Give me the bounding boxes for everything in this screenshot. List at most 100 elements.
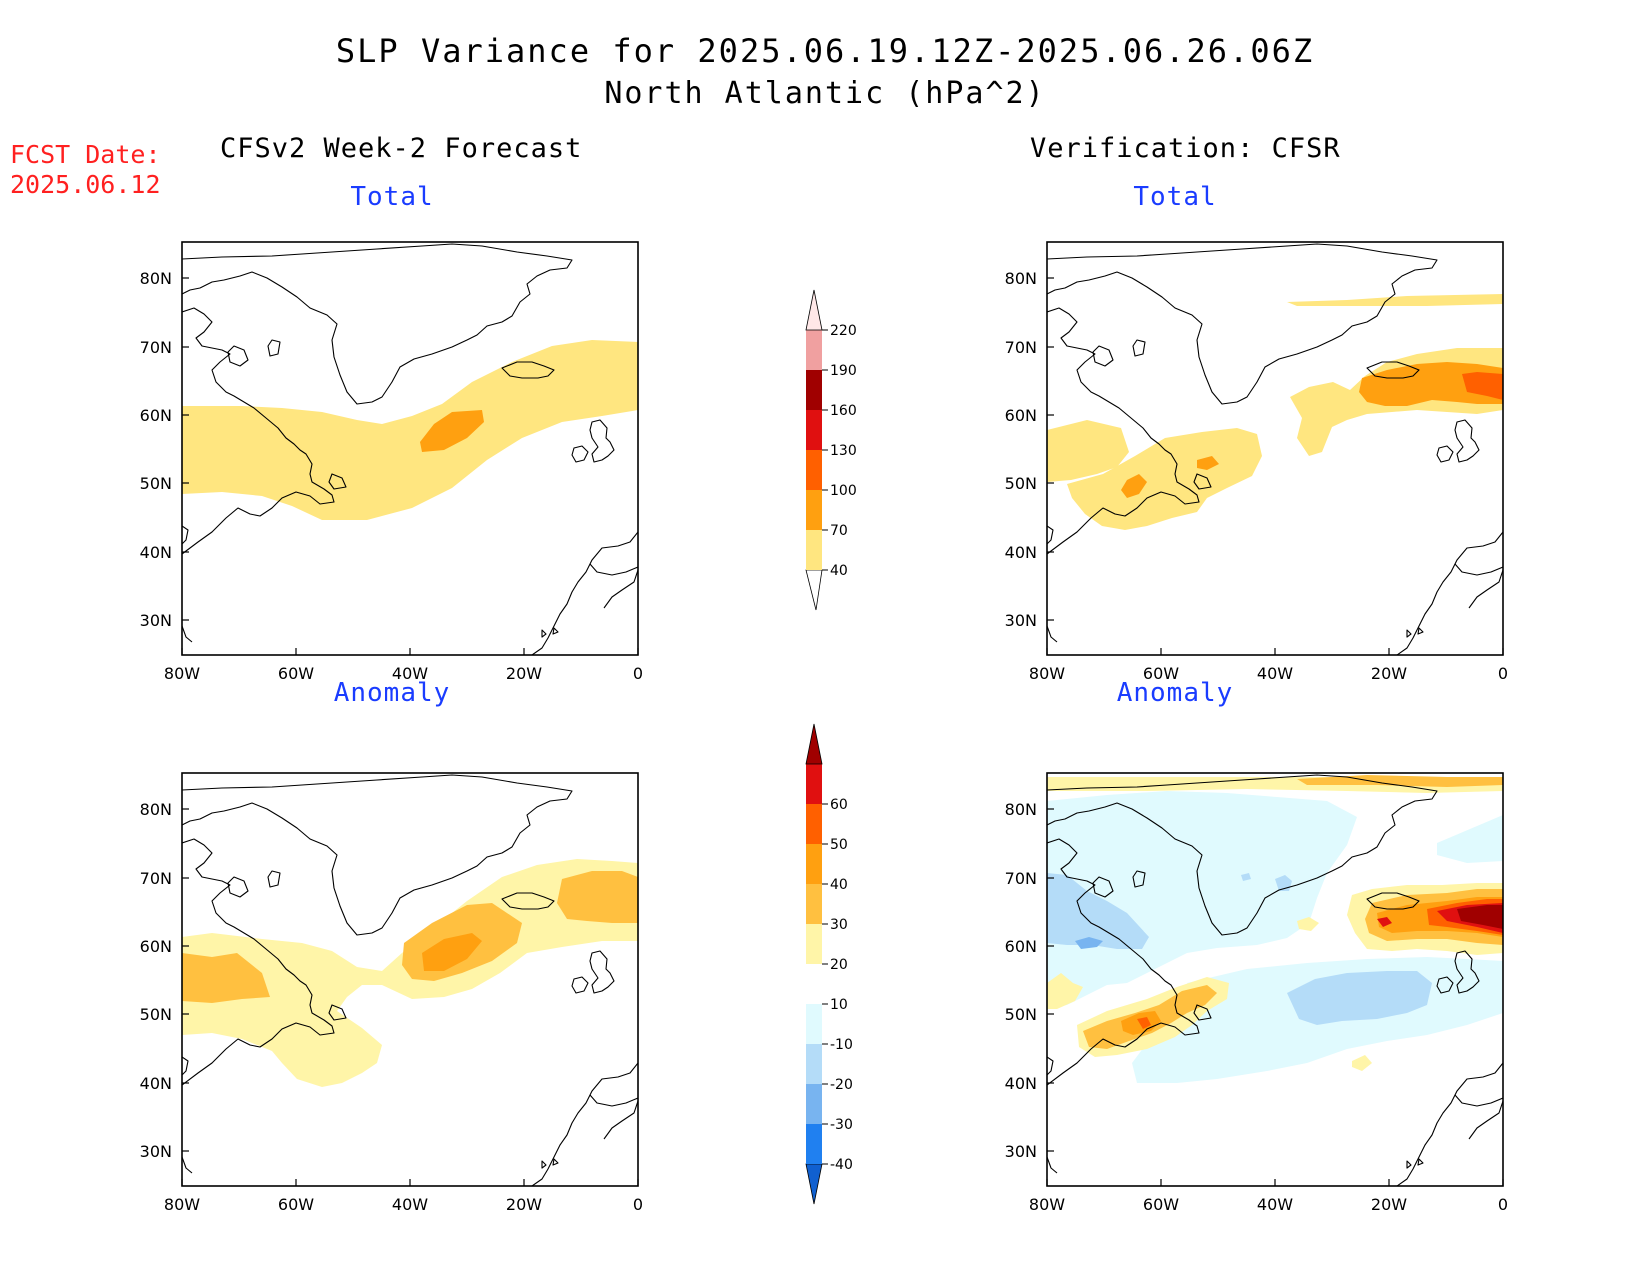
map-area (1047, 243, 1503, 655)
colorbar-swatch (806, 410, 822, 450)
lon-label: 0 (633, 1195, 643, 1214)
colorbar-label: -30 (830, 1117, 853, 1133)
map-panel-verification-anomaly: 80W 60W 40W 20W 0 80N 70N 60N 50N 40N 30N (1005, 772, 1508, 1214)
contour-fill (1047, 420, 1129, 482)
lon-label: 20W (506, 664, 542, 683)
colorbar-swatch (806, 924, 822, 964)
lat-label: 40N (1005, 1074, 1037, 1093)
coastline (267, 870, 281, 888)
lon-label: 20W (506, 1195, 542, 1214)
coastline (531, 531, 638, 655)
coastline (1417, 1158, 1424, 1166)
colorbar-swatch (806, 1084, 822, 1124)
colorbar-swatch (806, 884, 822, 924)
coastline (182, 525, 189, 545)
colorbar-label: 60 (830, 797, 848, 813)
coastline (1454, 419, 1480, 463)
contour-fill (1377, 917, 1392, 927)
contour-fill (1457, 905, 1503, 929)
colorbar-swatch (806, 530, 822, 570)
contour-fill (1352, 1055, 1372, 1071)
colorbar-swatch (806, 490, 822, 530)
coastline (182, 1056, 189, 1076)
lon-label: 20W (1371, 1195, 1407, 1214)
coastline (1366, 892, 1420, 910)
lat-label: 60N (1005, 937, 1037, 956)
contour-fill (1297, 917, 1319, 931)
colorbar-label: 40 (830, 563, 848, 579)
lat-label: 40N (140, 1074, 172, 1093)
lat-label: 70N (140, 338, 172, 357)
coastline (589, 950, 615, 994)
colorbar-total: 40 70 100 130 160 190 220 (805, 289, 857, 611)
contour-fill (1241, 873, 1251, 881)
coastline (603, 569, 638, 609)
coastline (1047, 525, 1054, 545)
contour-fill (1287, 971, 1432, 1025)
colorbar-label: 100 (830, 483, 857, 499)
coastline (267, 339, 281, 357)
lat-label: 30N (1005, 611, 1037, 630)
coastline (589, 563, 638, 576)
coastline (1132, 870, 1146, 888)
lon-label: 40W (1257, 1195, 1293, 1214)
lat-label: 50N (140, 1005, 172, 1024)
coastline (541, 1160, 547, 1169)
contour-fill (1437, 815, 1503, 863)
map-area (1047, 774, 1503, 1186)
contour-fill (1297, 775, 1503, 787)
map-area (182, 243, 638, 655)
lon-label: 80W (1029, 664, 1065, 683)
forecast-date-block: FCST Date: 2025.06.12 (10, 140, 161, 200)
forecast-column-heading: CFSv2 Week-2 Forecast (220, 133, 583, 164)
lon-label: 60W (278, 1195, 314, 1214)
coastline (1047, 1056, 1054, 1076)
lat-label: 80N (140, 800, 172, 819)
lon-label: 80W (164, 664, 200, 683)
coastline (589, 1094, 638, 1107)
colorbar-swatch (806, 370, 822, 410)
lat-label: 80N (1005, 269, 1037, 288)
coastline (227, 876, 249, 898)
lat-label: 60N (1005, 406, 1037, 425)
contour-fill (1047, 873, 1149, 949)
contour-fill (1137, 1017, 1151, 1029)
colorbar-tip-high (805, 723, 823, 765)
colorbar-label: -20 (830, 1077, 853, 1093)
lon-label: 60W (278, 664, 314, 683)
colorbar-swatch (806, 964, 822, 1004)
contour-fill (1197, 456, 1219, 470)
lon-label: 40W (1257, 664, 1293, 683)
lat-label: 50N (140, 474, 172, 493)
map-area (182, 774, 638, 1186)
contour-fill (557, 871, 638, 923)
colorbar-swatch (806, 330, 822, 370)
colorbar-label: 10 (830, 997, 848, 1013)
coastline (1047, 243, 1438, 405)
coastline (182, 838, 335, 1086)
colorbar-swatch (806, 1044, 822, 1084)
coastline (1436, 445, 1454, 463)
coastline (552, 627, 559, 635)
contour-fill (1359, 362, 1503, 406)
lon-label: 0 (1498, 664, 1508, 683)
coastline (1047, 838, 1200, 1086)
contour-fill (420, 410, 484, 452)
coastline (541, 629, 547, 638)
lat-label: 70N (140, 869, 172, 888)
lat-label: 60N (140, 406, 172, 425)
colorbar-swatch (806, 764, 822, 804)
colorbar-label: 40 (830, 877, 848, 893)
coastline (603, 1100, 638, 1140)
lat-label: 80N (1005, 800, 1037, 819)
lat-label: 30N (1005, 1142, 1037, 1161)
coastline (182, 307, 335, 555)
coastline (1047, 774, 1438, 936)
colorbar-label: 220 (830, 323, 857, 339)
coastline (182, 625, 193, 643)
lon-label: 0 (633, 664, 643, 683)
lat-label: 70N (1005, 869, 1037, 888)
colorbar-swatch (806, 804, 822, 844)
coastline (552, 1158, 559, 1166)
coastline (1092, 345, 1114, 367)
